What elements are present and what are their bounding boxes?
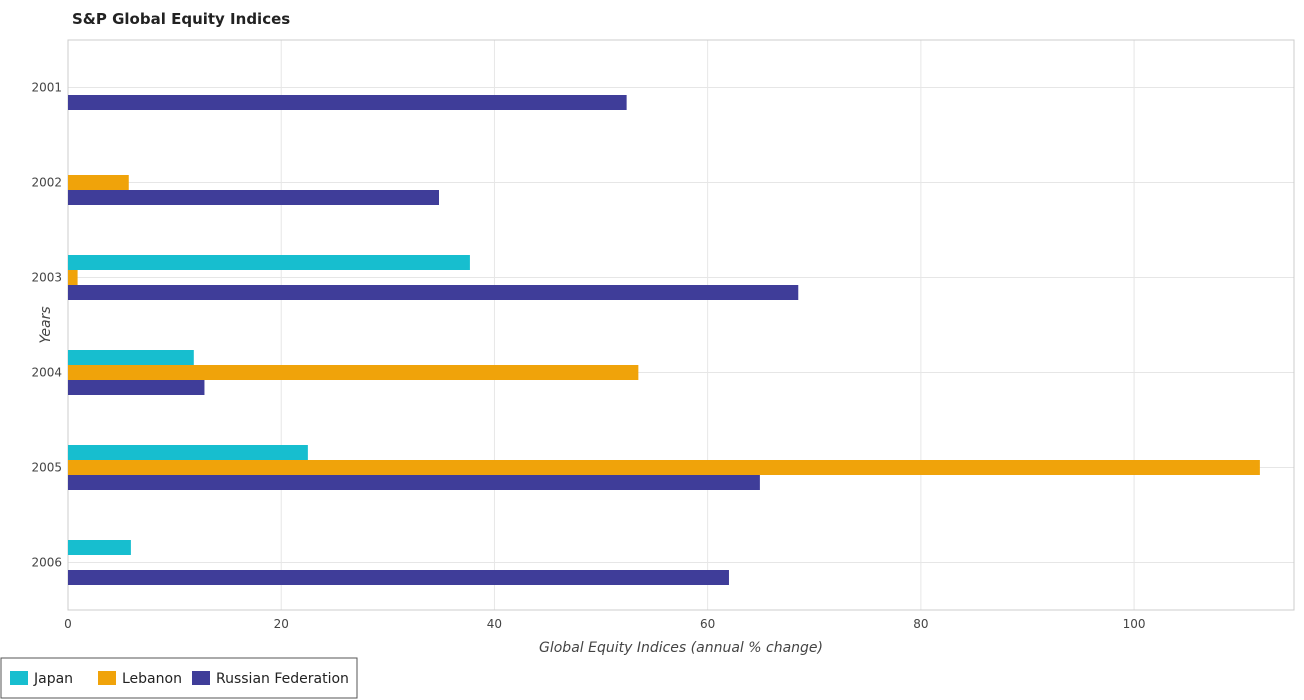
bar-japan-2006 [68, 540, 131, 555]
y-tick-label: 2001 [31, 81, 62, 95]
bar-lebanon-2005 [68, 460, 1260, 475]
bar-russian-federation-2004 [68, 380, 205, 395]
x-tick-label: 0 [64, 617, 72, 631]
x-tick-label: 40 [487, 617, 502, 631]
x-tick-label: 20 [274, 617, 289, 631]
chart-title: S&P Global Equity Indices [72, 10, 291, 28]
x-tick-label: 100 [1123, 617, 1146, 631]
y-tick-label: 2003 [31, 271, 62, 285]
legend-label: Russian Federation [216, 671, 349, 687]
bar-lebanon-2003 [68, 270, 78, 285]
legend-swatch [10, 671, 28, 685]
x-tick-label: 60 [700, 617, 715, 631]
bar-russian-federation-2005 [68, 475, 760, 490]
bar-japan-2005 [68, 445, 308, 460]
y-ticks: 2001 2002 2003 2004 2005 2006 [31, 81, 62, 570]
y-tick-label: 2005 [31, 461, 62, 475]
bar-russian-federation-2006 [68, 570, 729, 585]
bar-japan-2004 [68, 350, 194, 365]
legend-box [0, 657, 358, 699]
grid [67, 40, 1294, 610]
x-tick-label: 80 [913, 617, 928, 631]
bar-russian-federation-2003 [68, 285, 799, 300]
bars [68, 95, 1260, 585]
legend-swatch [98, 671, 116, 685]
legend-label: Japan [33, 671, 73, 687]
plot-frame [67, 39, 1295, 611]
bar-lebanon-2002 [68, 175, 129, 190]
legend-label: Lebanon [122, 671, 182, 687]
y-tick-label: 2002 [31, 176, 62, 190]
legend: Japan Lebanon Russian Federation [0, 657, 358, 699]
bar-lebanon-2004 [68, 365, 639, 380]
x-ticks: 0 20 40 60 80 100 [64, 617, 1145, 631]
y-axis-label: Years [38, 306, 54, 343]
y-tick-label: 2004 [31, 366, 62, 380]
legend-swatch [192, 671, 210, 685]
bar-japan-2003 [68, 255, 470, 270]
bar-russian-federation-2001 [68, 95, 627, 110]
y-tick-label: 2006 [31, 556, 62, 570]
bar-russian-federation-2002 [68, 190, 439, 205]
x-axis-label: Global Equity Indices (annual % change) [539, 640, 823, 656]
